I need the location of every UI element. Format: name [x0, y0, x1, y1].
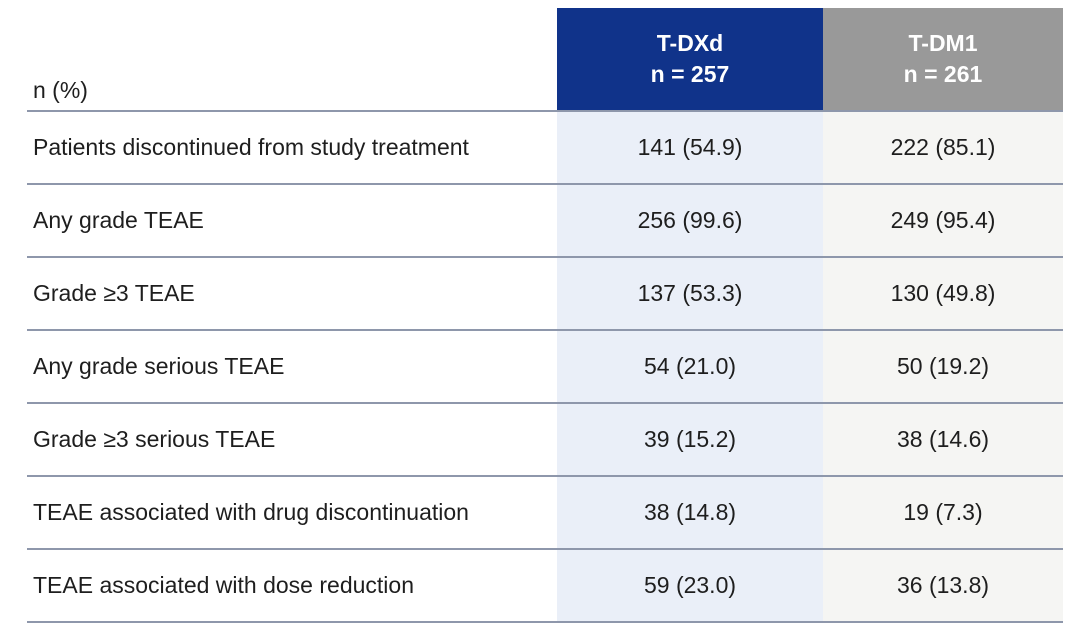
- tdxd-drug-name: T-DXd: [656, 30, 724, 56]
- tdm1-value-cell: 50 (19.2): [823, 331, 1063, 402]
- tdm1-value-cell: 130 (49.8): [823, 258, 1063, 329]
- table-row: TEAE associated with dose reduction 59 (2…: [27, 550, 1063, 623]
- row-label: Any grade serious TEAE: [27, 331, 557, 402]
- tdxd-value-cell: 39 (15.2): [557, 404, 823, 475]
- tdxd-value-cell: 54 (21.0): [557, 331, 823, 402]
- tdxd-value-cell: 141 (54.9): [557, 112, 823, 183]
- tdxd-value-cell: 256 (99.6): [557, 185, 823, 256]
- row-label: TEAE associated with drug discontinuatio…: [27, 477, 557, 548]
- row-label: Patients discontinued from study treatme…: [27, 112, 557, 183]
- tdxd-value-cell: 38 (14.8): [557, 477, 823, 548]
- tdm1-value-cell: 222 (85.1): [823, 112, 1063, 183]
- tdxd-value-cell: 137 (53.3): [557, 258, 823, 329]
- safety-summary-table: n (%) T-DXd n = 257 T-DM1 n = 261 Patien…: [27, 8, 1063, 623]
- tdm1-value-cell: 19 (7.3): [823, 477, 1063, 548]
- table-row: TEAE associated with drug discontinuatio…: [27, 477, 1063, 550]
- tdm1-drug-name: T-DM1: [908, 30, 978, 56]
- row-label: Grade ≥3 TEAE: [27, 258, 557, 329]
- column-header-tdm1: T-DM1 n = 261: [823, 8, 1063, 110]
- row-label: TEAE associated with dose reduction: [27, 550, 557, 621]
- tdxd-sample-size: n = 257: [650, 61, 730, 87]
- table-row: Any grade serious TEAE 54 (21.0) 50 (19.2): [27, 331, 1063, 404]
- tdm1-value-cell: 38 (14.6): [823, 404, 1063, 475]
- column-header-tdxd: T-DXd n = 257: [557, 8, 823, 110]
- table-row: Grade ≥3 TEAE 137 (53.3) 130 (49.8): [27, 258, 1063, 331]
- table-body: Patients discontinued from study treatme…: [27, 112, 1063, 623]
- tdm1-value-cell: 36 (13.8): [823, 550, 1063, 621]
- tdm1-value-cell: 249 (95.4): [823, 185, 1063, 256]
- corner-label-n-percent: n (%): [27, 8, 557, 110]
- table-header-row: n (%) T-DXd n = 257 T-DM1 n = 261: [27, 8, 1063, 112]
- table-row: Grade ≥3 serious TEAE 39 (15.2) 38 (14.6): [27, 404, 1063, 477]
- table-row: Any grade TEAE 256 (99.6) 249 (95.4): [27, 185, 1063, 258]
- tdxd-value-cell: 59 (23.0): [557, 550, 823, 621]
- row-label: Grade ≥3 serious TEAE: [27, 404, 557, 475]
- table-row: Patients discontinued from study treatme…: [27, 112, 1063, 185]
- tdm1-sample-size: n = 261: [903, 61, 983, 87]
- row-label: Any grade TEAE: [27, 185, 557, 256]
